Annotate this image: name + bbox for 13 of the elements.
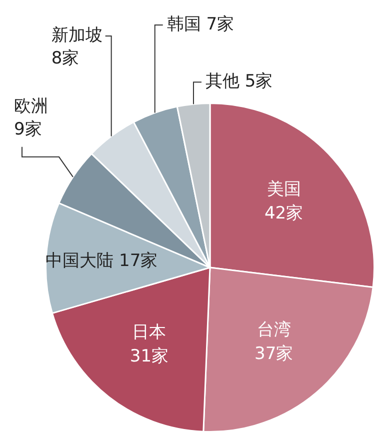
slice-label: 台湾 [256,320,291,340]
data-label: 42家 [264,204,304,224]
slice-label: 韩国 7家 [166,14,234,34]
data-label: 37家 [254,344,294,364]
slice-label: 中国大陆 17家 [46,250,158,271]
data-label: 31家 [130,346,169,366]
slice-label: 日本 [132,322,166,342]
slice-label: 欧洲 [14,96,48,116]
slice-label: 其他 5家 [205,72,273,92]
slice-label: 美国 [266,180,301,200]
data-label: 8家 [51,48,80,68]
data-label: 9家 [14,119,42,140]
slice-label: 新加坡 [51,25,102,46]
